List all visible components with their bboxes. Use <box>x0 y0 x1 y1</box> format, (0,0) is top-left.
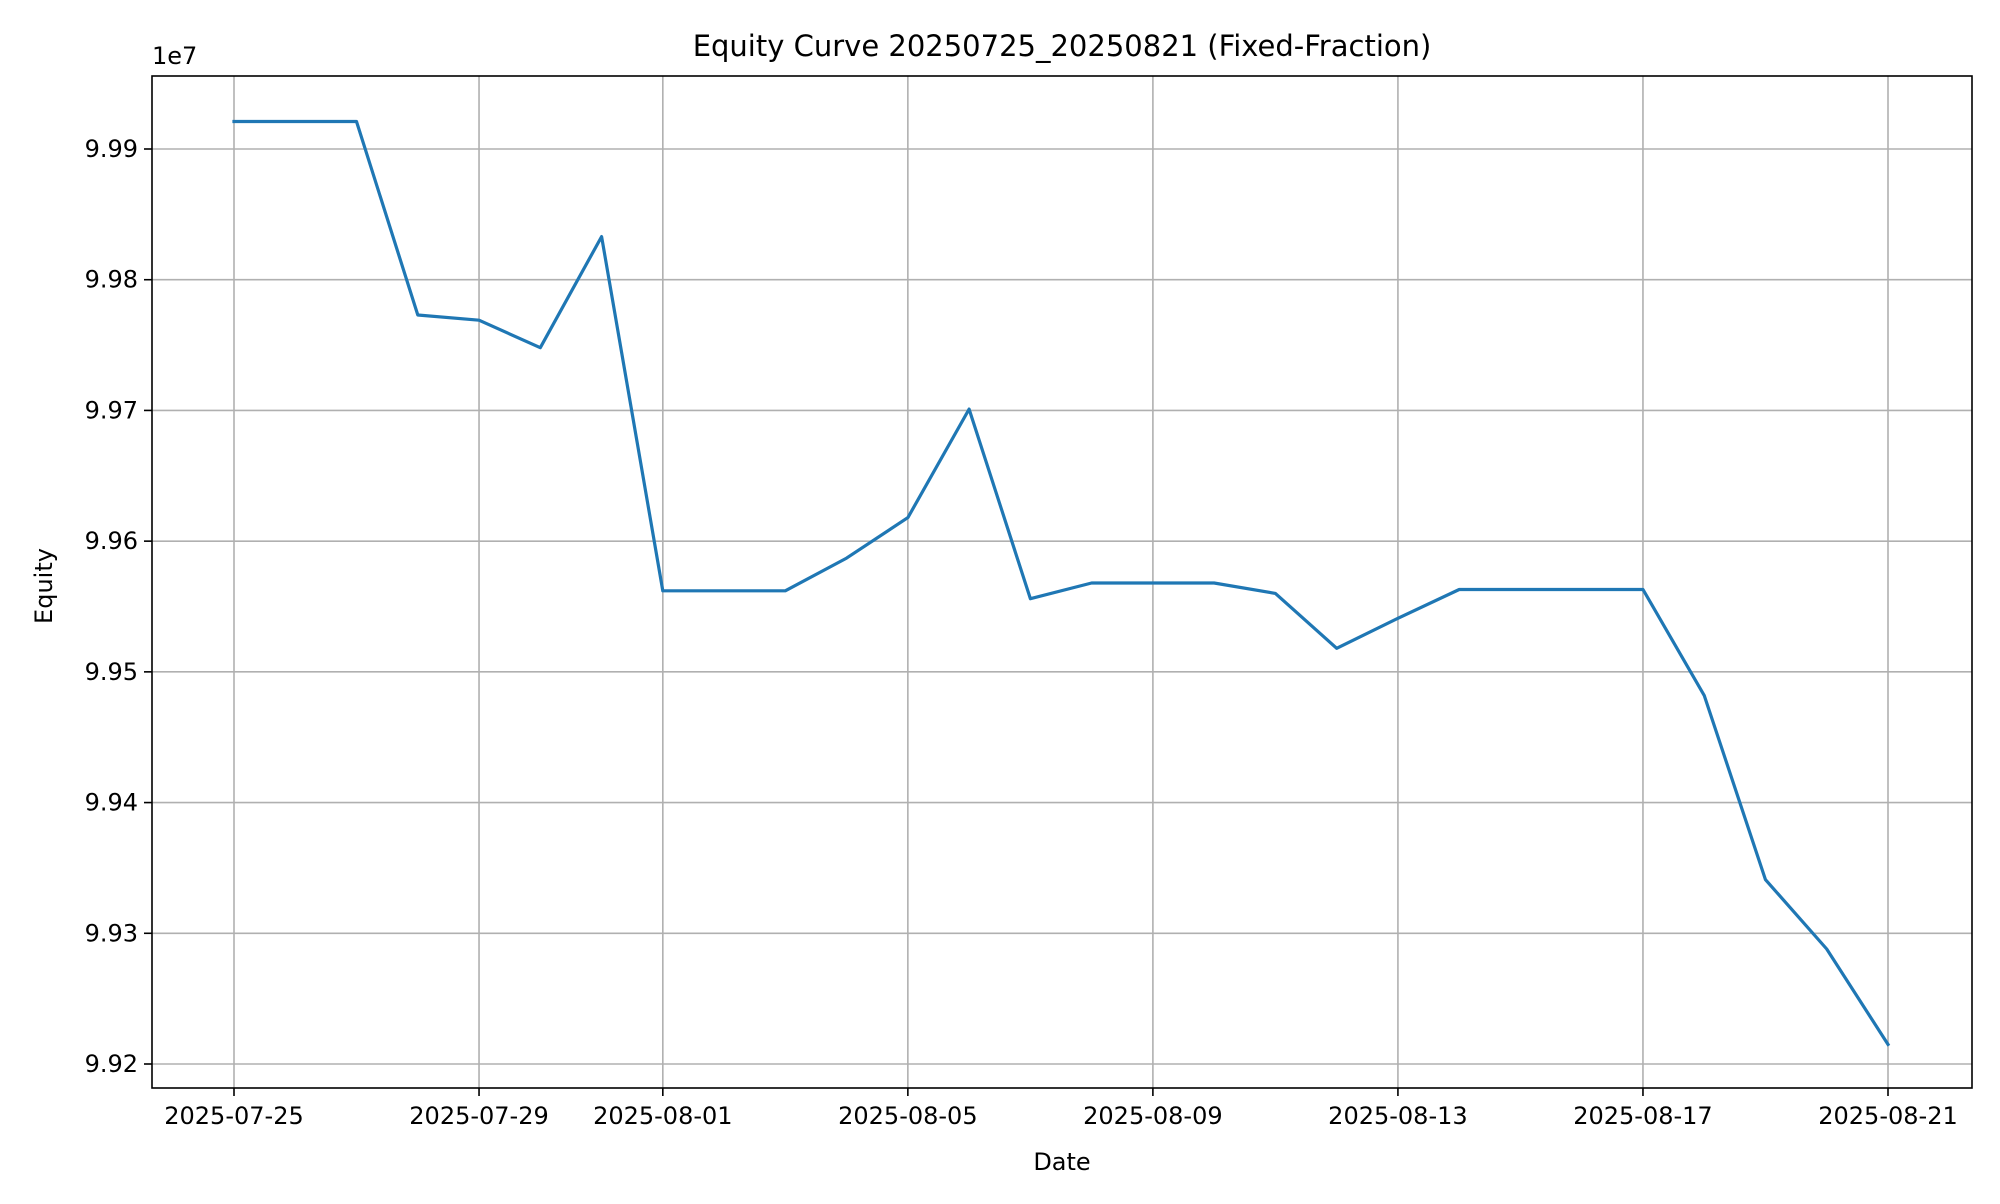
x-axis-label: Date <box>1033 1148 1090 1176</box>
y-tick-label: 9.92 <box>85 1050 138 1078</box>
y-tick-label: 9.97 <box>85 396 138 424</box>
plot-area-frame <box>151 75 1973 1089</box>
series-layer <box>232 119 1891 1047</box>
y-tick-label: 9.94 <box>85 789 138 817</box>
x-tick-label: 2025-08-17 <box>1573 1102 1712 1130</box>
x-tick-label: 2025-08-01 <box>593 1102 732 1130</box>
y-tick-label: 9.96 <box>85 527 138 555</box>
x-tick-label: 2025-08-05 <box>838 1102 977 1130</box>
x-tick-label: 2025-07-25 <box>164 1102 303 1130</box>
y-tick-label: 9.98 <box>85 266 138 294</box>
equity-series-line <box>232 119 1891 1047</box>
y-tick-label: 9.99 <box>85 135 138 163</box>
grid-lines <box>152 76 1972 1088</box>
x-tick-label: 2025-08-13 <box>1328 1102 1467 1130</box>
x-tick-label: 2025-07-29 <box>409 1102 548 1130</box>
x-tick-label: 2025-08-09 <box>1083 1102 1222 1130</box>
y-tick-label: 9.95 <box>85 658 138 686</box>
y-tick-label: 9.93 <box>85 919 138 947</box>
x-tick-label: 2025-08-21 <box>1818 1102 1957 1130</box>
y-axis-label: Equity <box>30 548 58 624</box>
chart-title: Equity Curve 20250725_20250821 (Fixed-Fr… <box>693 29 1432 63</box>
y-axis-offset-label: 1e7 <box>152 42 197 70</box>
y-axis-ticks: 9.92 9.93 9.94 9.95 9.96 9.97 9.98 9.99 <box>85 135 152 1078</box>
x-axis-ticks: 2025-07-25 2025-07-29 2025-08-01 2025-08-05… <box>164 1088 1958 1130</box>
